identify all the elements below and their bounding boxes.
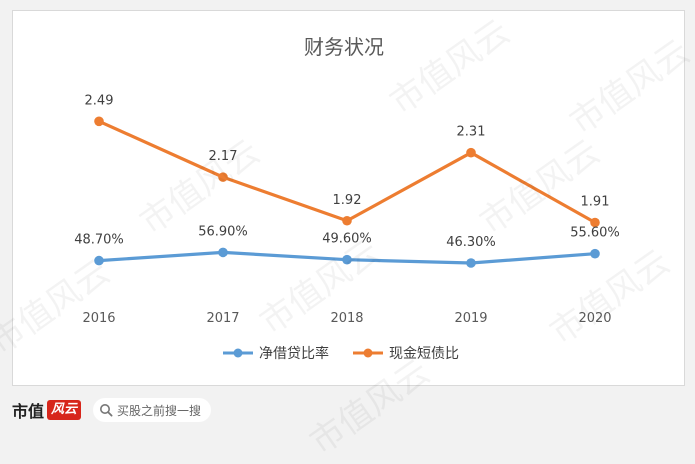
data-point xyxy=(466,147,476,158)
x-tick-label: 2016 xyxy=(82,311,115,326)
data-label: 2.49 xyxy=(85,93,114,108)
data-label: 2.17 xyxy=(209,149,238,164)
x-tick-label: 2020 xyxy=(578,311,611,326)
chart-title: 财务状况 xyxy=(304,35,384,59)
data-point xyxy=(218,172,228,182)
legend-marker xyxy=(233,348,243,358)
legend-item[interactable]: 现金短债比 xyxy=(353,346,459,362)
data-label: 46.30% xyxy=(446,235,496,250)
legend-label: 现金短债比 xyxy=(389,346,459,362)
data-label: 2.31 xyxy=(457,125,486,140)
data-point xyxy=(94,116,104,127)
x-tick-label: 2017 xyxy=(206,311,239,326)
data-label: 55.60% xyxy=(570,226,620,241)
data-label: 49.60% xyxy=(322,232,372,247)
data-label: 56.90% xyxy=(198,224,248,239)
line-chart: 财务状况 2016 2017 2018 2019 2020 48.70% 56.90% 49… xyxy=(74,35,620,362)
data-label: 48.70% xyxy=(74,233,124,248)
footer-bar: 市值 风云 买股之前搜一搜 xyxy=(12,392,683,428)
data-label: 1.91 xyxy=(581,195,610,210)
search-text: 买股之前搜一搜 xyxy=(117,403,202,418)
data-point xyxy=(342,215,352,226)
data-point xyxy=(590,217,600,228)
brand-badge: 风云 xyxy=(47,400,82,420)
search-box[interactable]: 买股之前搜一搜 xyxy=(93,398,212,422)
legend-marker xyxy=(363,348,373,358)
data-point xyxy=(218,247,228,258)
data-label: 1.92 xyxy=(333,193,362,208)
x-tick-label: 2019 xyxy=(454,311,487,326)
legend-item[interactable]: 净借贷比率 xyxy=(223,345,329,362)
data-labels: 48.70% 56.90% 49.60% 46.30% 55.60% 2.49 2.17 1.… xyxy=(74,93,620,250)
data-point xyxy=(590,248,600,259)
data-point xyxy=(94,255,104,266)
legend: 净借贷比率 现金短债比 xyxy=(223,345,459,362)
x-axis-ticks: 2016 2017 2018 2019 2020 xyxy=(82,311,611,326)
chart-card: 财务状况 2016 2017 2018 2019 2020 48.70% 56.90% 49… xyxy=(12,10,685,386)
legend-label: 净借贷比率 xyxy=(259,345,329,362)
data-point xyxy=(342,254,352,265)
search-icon xyxy=(100,404,113,417)
series-points xyxy=(94,116,600,268)
brand-main-text: 市值 xyxy=(12,402,45,421)
x-tick-label: 2018 xyxy=(330,311,363,326)
data-point xyxy=(466,258,476,268)
brand-logo[interactable]: 市值 风云 xyxy=(12,398,82,422)
